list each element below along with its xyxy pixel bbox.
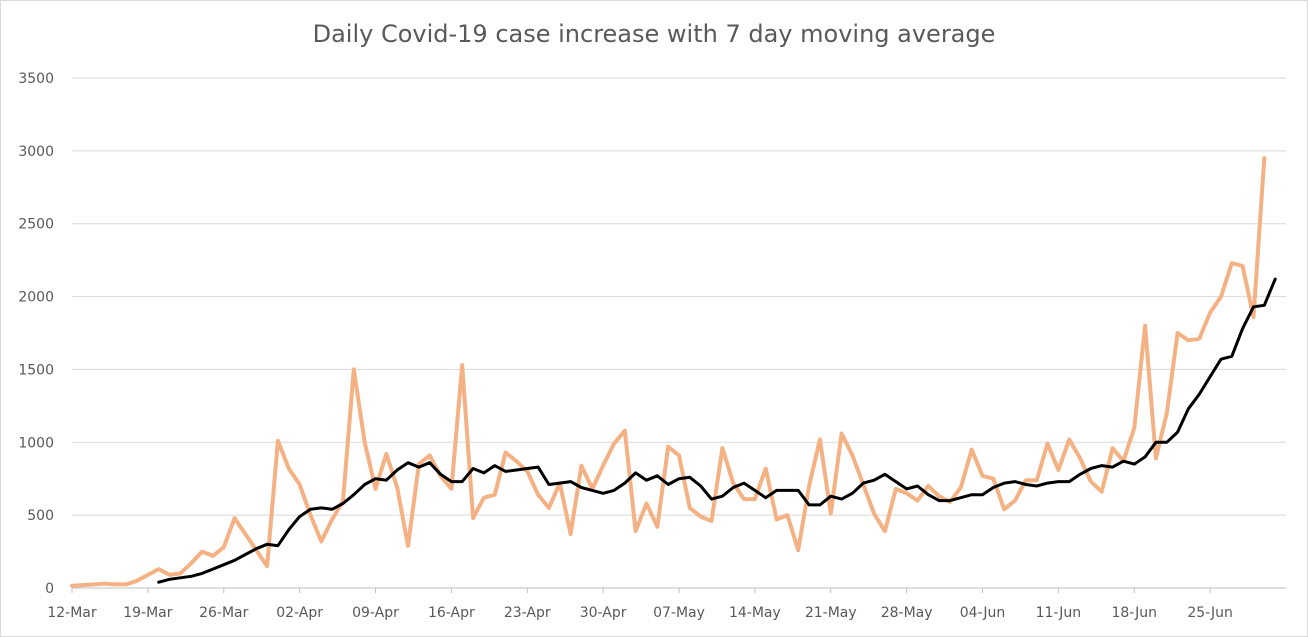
x-tick-label: 09-Apr xyxy=(352,605,399,621)
x-tick-label: 30-Apr xyxy=(580,605,627,621)
x-tick-label: 07-May xyxy=(653,605,705,621)
x-tick-label: 21-May xyxy=(805,605,857,621)
x-tick-label: 28-May xyxy=(881,605,933,621)
y-tick-label: 1500 xyxy=(18,362,54,378)
x-tick-label: 16-Apr xyxy=(428,605,475,621)
y-tick-label: 500 xyxy=(27,508,54,524)
x-tick-label: 23-Apr xyxy=(504,605,551,621)
x-tick-label: 26-Mar xyxy=(199,605,249,621)
x-tick-label: 14-May xyxy=(729,605,781,621)
y-tick-label: 0 xyxy=(45,581,54,597)
x-tick-label: 04-Jun xyxy=(960,605,1006,621)
x-tick-label: 18-Jun xyxy=(1111,605,1157,621)
x-tick-label: 11-Jun xyxy=(1036,605,1082,621)
x-tick-label: 02-Apr xyxy=(276,605,323,621)
y-tick-label: 3000 xyxy=(18,144,54,160)
y-tick-label: 2000 xyxy=(18,290,54,306)
x-tick-label: 19-Mar xyxy=(123,605,173,621)
chart-title: Daily Covid-19 case increase with 7 day … xyxy=(312,20,996,48)
x-tick-label: 25-Jun xyxy=(1187,605,1233,621)
y-tick-label: 1000 xyxy=(18,435,54,451)
x-tick-label: 12-Mar xyxy=(47,605,97,621)
series-line-daily xyxy=(70,156,1267,588)
y-tick-label: 3500 xyxy=(18,71,54,87)
series-line-moving-average xyxy=(157,277,1277,584)
y-tick-label: 2500 xyxy=(18,217,54,233)
